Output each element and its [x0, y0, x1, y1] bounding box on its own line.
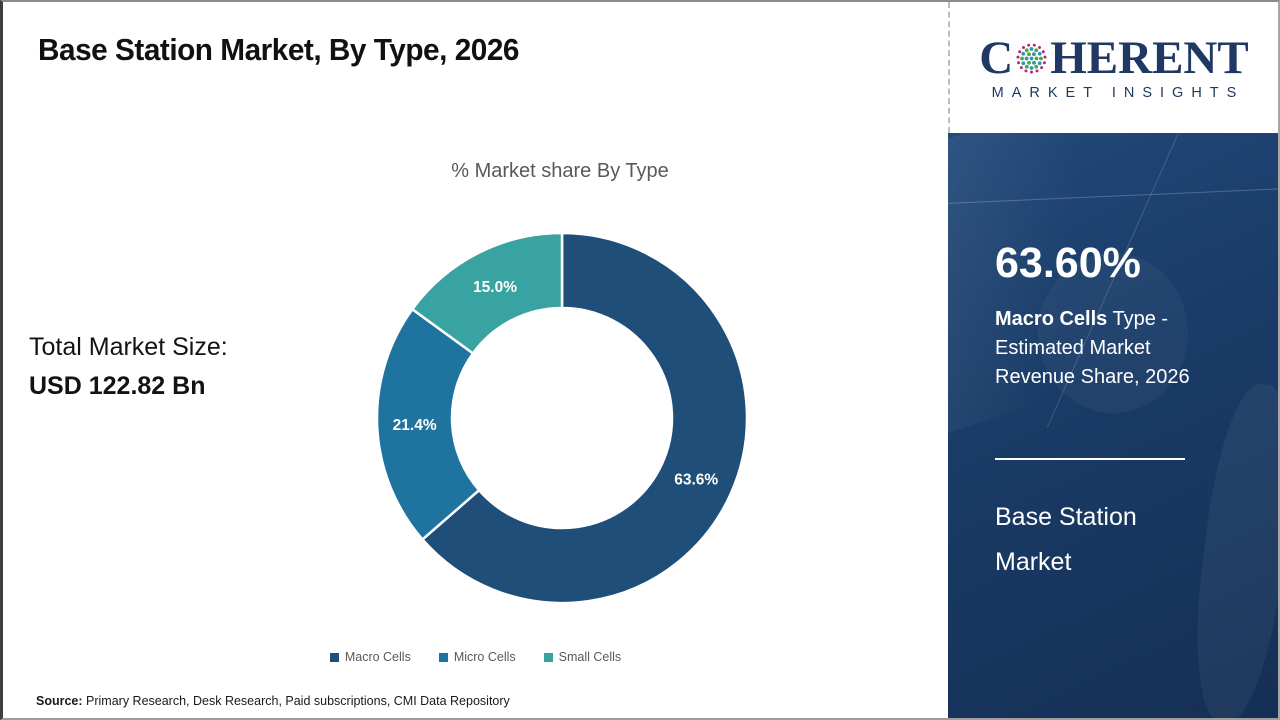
highlight-stat-description: Macro Cells Type - Estimated Market Reve…	[995, 305, 1217, 392]
brand-tagline: MARKET INSIGHTS	[991, 84, 1245, 101]
market-name: Base Station Market	[995, 503, 1137, 576]
donut-slice-label: 21.4%	[393, 417, 437, 434]
globe-dot	[1024, 68, 1028, 72]
globe-dot	[1025, 64, 1029, 69]
legend-item-small-cells: Small Cells	[543, 650, 622, 664]
globe-dot	[1020, 65, 1024, 69]
map-texture	[1183, 379, 1278, 718]
globe-dot	[1038, 60, 1042, 65]
globe-dot	[1038, 51, 1042, 56]
globe-dot	[1035, 68, 1039, 72]
brand-letters-rest: HERENT	[1050, 31, 1249, 84]
globe-dot	[1032, 51, 1037, 56]
globe-dot	[1033, 43, 1037, 47]
globe-dot	[1018, 49, 1022, 53]
globe-dot	[1027, 60, 1032, 65]
globe-dot	[1032, 60, 1037, 65]
sidebar: C HERENT MARKET INSIGHTS 63.60% Macro Ce…	[948, 2, 1278, 718]
donut-slice-label: 15.0%	[473, 279, 517, 296]
source-text: Primary Research, Desk Research, Paid su…	[82, 694, 510, 708]
highlight-stat-segment: Macro Cells	[995, 308, 1108, 330]
legend-label-small-cells: Small Cells	[558, 650, 622, 664]
globe-dot	[1029, 56, 1034, 60]
legend-swatch-small-cells	[543, 652, 553, 662]
brand-wordmark: C HERENT	[979, 31, 1249, 84]
donut-slice-macro-cells	[420, 231, 749, 605]
source-label: Source:	[36, 694, 83, 708]
legend-label-micro-cells: Micro Cells	[453, 650, 516, 664]
globe-dot	[1020, 56, 1025, 60]
donut-chart: 63.6% 21.4% 15.0%	[374, 230, 750, 606]
sidebar-body: 63.60% Macro Cells Type - Estimated Mark…	[948, 133, 1278, 718]
donut-slice-micro-cells	[375, 307, 481, 542]
legend-swatch-macro-cells	[329, 652, 339, 662]
globe-dot	[1043, 55, 1047, 59]
globe-dot	[1043, 60, 1047, 64]
legend-item-macro-cells: Macro Cells	[329, 650, 411, 664]
globe-dot	[1042, 49, 1046, 53]
globe-dot	[1017, 60, 1021, 64]
globe-dot	[1030, 70, 1034, 74]
globe-dots-icon	[1016, 43, 1047, 74]
globe-dot	[1029, 46, 1034, 51]
highlight-stat-value: 63.60%	[995, 239, 1141, 287]
globe-dot	[1034, 64, 1039, 69]
legend-swatch-micro-cells	[438, 652, 448, 662]
map-gridline	[948, 185, 1278, 206]
legend-label-macro-cells: Macro Cells	[344, 650, 411, 664]
chart-title: % Market share By Type	[451, 160, 669, 182]
globe-dot	[1021, 60, 1026, 65]
globe-dot	[1038, 45, 1042, 49]
brand-logo: C HERENT MARKET INSIGHTS	[948, 2, 1278, 133]
chart-legend: Macro Cells Micro Cells Small Cells	[3, 650, 948, 664]
globe-dot	[1025, 47, 1029, 52]
globe-dot	[1034, 56, 1039, 60]
sidebar-divider	[995, 458, 1185, 460]
legend-item-micro-cells: Micro Cells	[438, 650, 516, 664]
globe-dot	[1039, 56, 1044, 60]
globe-dot	[1029, 65, 1034, 70]
globe-dot	[1024, 56, 1029, 60]
brand-letter-c: C	[979, 31, 1014, 84]
globe-dot	[1021, 51, 1026, 56]
globe-dot	[1027, 43, 1031, 47]
source-note: Source: Primary Research, Desk Research,…	[36, 694, 510, 708]
globe-dot	[1016, 55, 1020, 59]
total-market-size-label: Total Market Size:	[29, 333, 228, 361]
globe-dot	[1027, 51, 1032, 56]
highlight-stat-rest: Type - Estimated Market Revenue Share, 2…	[995, 308, 1190, 388]
page-title: Base Station Market, By Type, 2026	[38, 32, 519, 67]
total-market-size-block: Total Market Size: USD 122.82 Bn	[29, 328, 228, 406]
globe-dot	[1034, 47, 1039, 52]
donut-slice-small-cells	[410, 231, 564, 356]
donut-chart-svg: 63.6% 21.4% 15.0%	[375, 231, 749, 605]
globe-dot	[1040, 65, 1044, 69]
donut-slice-label: 63.6%	[674, 472, 718, 489]
total-market-size-value: USD 122.82 Bn	[29, 372, 206, 400]
globe-dot	[1022, 45, 1026, 49]
